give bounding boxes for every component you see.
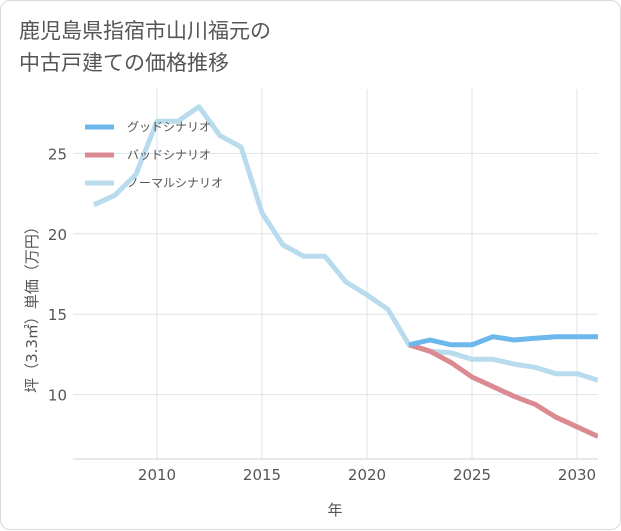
x-tick-label: 2030 [558, 466, 596, 484]
x-tick-label: 2010 [138, 466, 176, 484]
x-axis-title: 年 [327, 501, 342, 519]
series-line-1 [408, 342, 598, 439]
x-tick-label: 2025 [453, 466, 491, 484]
legend-label: ノーマルシナリオ [127, 176, 223, 190]
y-tick-label: 15 [48, 306, 67, 324]
series-line-0 [408, 334, 598, 348]
y-tick-label: 10 [48, 387, 67, 405]
x-tick-label: 2020 [348, 466, 386, 484]
y-tick-label: 25 [48, 145, 67, 163]
legend-label: バッドシナリオ [127, 148, 211, 162]
y-axis-title: 坪（3.3㎡）単価（万円） [23, 219, 41, 393]
chart-title: 鹿児島県指宿市山川福元の 中古戸建ての価格推移 [19, 19, 271, 75]
series-lines [92, 104, 598, 439]
y-tick-label: 20 [48, 226, 67, 244]
x-tick-label: 2015 [243, 466, 281, 484]
grid [73, 89, 598, 459]
legend-label: グッドシナリオ [127, 120, 211, 134]
series-line-2 [92, 104, 598, 383]
